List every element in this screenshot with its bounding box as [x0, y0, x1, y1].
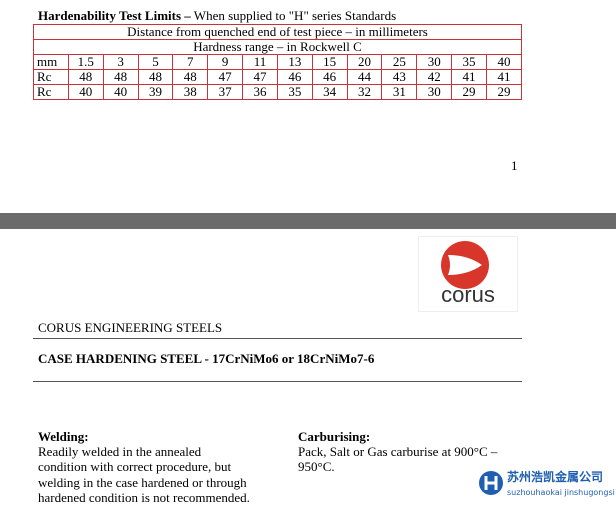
- table-cell: 37: [207, 84, 244, 100]
- span-cell: Distance from quenched end of test piece…: [33, 24, 522, 40]
- text-line: 950°C.: [298, 459, 335, 475]
- span-cell: Hardness range – in Rockwell C: [33, 39, 522, 55]
- table-cell: 42: [416, 69, 453, 85]
- logo-frame: [418, 236, 518, 312]
- table-row: Rc 48 48 48 48 47 47 46 46 44 43 42 41 41: [33, 69, 523, 85]
- table-cell: 47: [242, 69, 278, 85]
- table-cell: 40: [67, 84, 104, 100]
- rule: [33, 338, 522, 339]
- table-cell: 46: [276, 69, 313, 85]
- logo-text: corus: [441, 282, 495, 307]
- table-cell: 9: [207, 54, 244, 70]
- text-line: condition with correct procedure, but: [38, 459, 232, 475]
- welding-title: Welding:: [38, 429, 89, 444]
- table-cell: 31: [381, 84, 418, 100]
- table-cell: 3: [102, 54, 139, 70]
- text-line: Readily welded in the annealed: [38, 444, 202, 459]
- table-cell: 7: [172, 54, 209, 70]
- table-cell: 35: [451, 54, 487, 70]
- table-cell: 25: [381, 54, 418, 70]
- table-cell: Rc: [33, 69, 69, 85]
- hardness-table: Distance from quenched end of test piece…: [33, 24, 523, 100]
- table-cell: 39: [137, 84, 174, 100]
- table-cell: 44: [346, 69, 383, 85]
- text-line: hardened condition is not recommended.: [38, 489, 250, 505]
- table-cell: 32: [346, 84, 383, 100]
- table-cell: 40: [485, 54, 523, 70]
- carburising-title: Carburising:: [298, 429, 371, 444]
- table-cell: 5: [137, 54, 174, 70]
- logo: corus: [418, 236, 518, 312]
- heading: CASE HARDENING STEEL - 17CrNiMo6 or 18Cr…: [38, 351, 375, 366]
- watermark-icon: [479, 471, 503, 495]
- table-cell: 30: [416, 54, 453, 70]
- title-bold: Hardenability Test Limits –: [38, 8, 191, 23]
- table-cell: 20: [346, 54, 383, 70]
- table-cell: 48: [137, 69, 174, 85]
- table-cell: 48: [172, 69, 209, 85]
- table-cell: 36: [242, 84, 278, 100]
- table-row: Rc 40 40 39 38 37 36 35 34 32 31 30 29 29: [33, 84, 523, 100]
- table-row: mm 1.5 3 5 7 9 11 13 15 20 25 30 35 40: [33, 54, 523, 70]
- table-cell: 40: [102, 84, 139, 100]
- table-row: Hardness range – in Rockwell C: [33, 39, 522, 55]
- text-line: welding in the case hardened or through: [38, 474, 247, 490]
- company: CORUS ENGINEERING STEELS: [38, 320, 223, 335]
- table-cell: 43: [381, 69, 418, 85]
- title: Hardenability Test Limits – When supplie…: [38, 8, 396, 23]
- table-cell: 30: [416, 84, 453, 100]
- watermark-name: 苏州浩凯金属公司: [507, 470, 604, 484]
- table-cell: 11: [242, 54, 278, 70]
- table-cell: 41: [451, 69, 487, 85]
- table-cell: 47: [207, 69, 244, 85]
- table-cell: 35: [276, 84, 313, 100]
- table-cell: 15: [311, 54, 348, 70]
- table-cell: 1.5: [67, 54, 104, 70]
- page-number: 1: [511, 158, 518, 173]
- text-line: Pack, Salt or Gas carburise at 900°C –: [298, 444, 498, 459]
- table-cell: 48: [67, 69, 104, 85]
- table-cell: Rc: [33, 84, 69, 100]
- table-cell: mm: [33, 54, 69, 70]
- title-rest: When supplied to "H" series Standards: [193, 8, 397, 23]
- table-cell: 34: [311, 84, 348, 100]
- rule: [33, 381, 522, 382]
- table-cell: 38: [172, 84, 209, 100]
- table-cell: 46: [311, 69, 348, 85]
- table-cell: 48: [102, 69, 139, 85]
- watermark-pinyin: suzhouhaokai jinshugongsi: [507, 488, 615, 497]
- logo-arrow: [448, 255, 482, 275]
- table-cell: 13: [276, 54, 313, 70]
- page-separator: [0, 213, 616, 229]
- table-cell: 41: [485, 69, 523, 85]
- table-cell: 29: [451, 84, 487, 100]
- table-cell: 29: [485, 84, 523, 100]
- table-row: Distance from quenched end of test piece…: [33, 24, 522, 40]
